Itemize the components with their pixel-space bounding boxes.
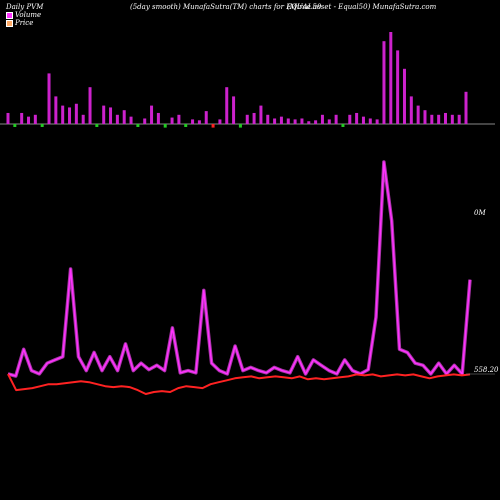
volume-bar xyxy=(20,112,24,124)
volume-bar xyxy=(61,105,65,124)
volume-bar xyxy=(54,96,58,124)
volume-bar xyxy=(163,124,167,128)
volume-bar xyxy=(464,91,468,124)
legend-price-label: Price xyxy=(15,19,34,27)
volume-bar xyxy=(320,114,324,124)
volume-bar xyxy=(102,105,106,124)
volume-bar xyxy=(423,110,427,124)
volume-bar xyxy=(47,73,51,124)
volume-bar xyxy=(191,119,195,124)
volume-bar xyxy=(293,119,297,124)
volume-line xyxy=(7,161,471,377)
volume-end-label: 0M xyxy=(474,209,486,217)
volume-bar xyxy=(6,112,10,124)
volume-bar xyxy=(218,119,222,124)
volume-bar xyxy=(361,116,365,124)
volume-bar xyxy=(109,107,113,124)
volume-bar xyxy=(156,112,160,124)
volume-bar xyxy=(416,105,420,124)
volume-bar xyxy=(307,121,311,124)
volume-bar xyxy=(286,118,290,124)
volume-bar xyxy=(197,120,201,124)
volume-bar xyxy=(375,119,379,124)
price-line xyxy=(7,373,471,395)
legend-volume: Volume xyxy=(6,11,41,19)
volume-bar xyxy=(279,116,283,124)
price-end-label: 558.20 xyxy=(474,366,499,374)
legend-volume-swatch xyxy=(6,11,13,19)
volume-bar xyxy=(129,116,133,124)
volume-bar xyxy=(170,117,174,124)
legend-price: Price xyxy=(6,19,33,27)
volume-bar xyxy=(122,110,126,124)
volume-bar xyxy=(225,87,229,124)
volume-bar xyxy=(457,114,461,124)
volume-bar xyxy=(273,118,277,124)
volume-bar xyxy=(204,111,208,124)
volume-bar xyxy=(27,116,31,124)
volume-bar xyxy=(88,87,92,124)
chart-title-right: (Mirae asset - Equal50) MunafaSutra.com xyxy=(287,3,437,11)
volume-bar xyxy=(355,112,359,124)
volume-bar xyxy=(396,50,400,124)
chart-title-left: Daily PVM xyxy=(6,3,44,11)
volume-bar xyxy=(143,118,147,124)
volume-bar xyxy=(341,124,345,127)
volume-bar xyxy=(238,124,242,128)
volume-bar xyxy=(81,114,85,124)
legend-volume-label: Volume xyxy=(15,11,42,19)
volume-bar xyxy=(68,107,72,124)
volume-bar xyxy=(136,124,140,127)
volume-bar xyxy=(245,114,249,124)
volume-bar xyxy=(259,105,263,124)
volume-bar xyxy=(13,124,17,127)
volume-bar xyxy=(95,124,99,127)
volume-bar xyxy=(74,103,78,124)
volume-bar xyxy=(232,96,236,124)
volume-bar xyxy=(211,124,215,128)
volume-bar xyxy=(115,114,119,124)
volume-bar xyxy=(177,114,181,124)
volume-bar xyxy=(334,114,338,124)
volume-bar xyxy=(314,120,318,124)
chart-title-middle: (5day smooth) MunafaSutra(TM) charts for… xyxy=(130,3,322,11)
volume-bar xyxy=(443,112,447,124)
volume-bar xyxy=(184,124,188,127)
volume-bar xyxy=(450,114,454,124)
volume-bar xyxy=(389,32,393,124)
volume-bar xyxy=(150,105,154,124)
volume-bar xyxy=(40,124,44,127)
volume-bar xyxy=(33,114,37,124)
volume-bar xyxy=(327,119,331,124)
volume-bar xyxy=(409,96,413,124)
volume-bar xyxy=(430,114,434,124)
volume-bar xyxy=(300,118,304,124)
volume-bar xyxy=(368,118,372,124)
legend-price-swatch xyxy=(6,19,13,27)
volume-bar xyxy=(402,68,406,124)
volume-bar xyxy=(252,112,256,124)
volume-bar xyxy=(437,114,441,124)
volume-bar xyxy=(348,114,352,124)
volume-bar xyxy=(382,41,386,125)
volume-bar xyxy=(266,114,270,124)
